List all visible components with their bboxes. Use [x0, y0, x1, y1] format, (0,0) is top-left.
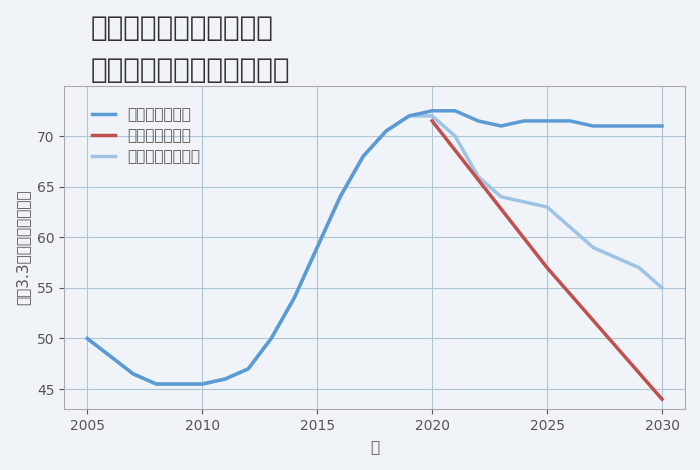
グッドシナリオ	[520, 118, 528, 124]
ノーマルシナリオ	[474, 174, 482, 180]
Text: 福岡県太宰府市向佐野の: 福岡県太宰府市向佐野の	[91, 14, 274, 42]
ノーマルシナリオ	[451, 133, 459, 139]
グッドシナリオ	[428, 108, 436, 114]
ノーマルシナリオ	[336, 194, 344, 200]
グッドシナリオ	[267, 336, 275, 341]
グッドシナリオ	[290, 295, 298, 301]
グッドシナリオ	[474, 118, 482, 124]
グッドシナリオ	[359, 154, 368, 159]
ノーマルシナリオ	[221, 376, 230, 382]
ノーマルシナリオ	[290, 295, 298, 301]
ノーマルシナリオ	[83, 336, 92, 341]
グッドシナリオ	[612, 123, 620, 129]
ノーマルシナリオ	[428, 113, 436, 119]
グッドシナリオ	[175, 381, 183, 387]
グッドシナリオ	[336, 194, 344, 200]
グッドシナリオ	[221, 376, 230, 382]
Line: ノーマルシナリオ: ノーマルシナリオ	[88, 116, 662, 384]
ノーマルシナリオ	[198, 381, 206, 387]
Text: 中古マンションの価格推移: 中古マンションの価格推移	[91, 56, 290, 85]
グッドシナリオ	[129, 371, 137, 377]
ノーマルシナリオ	[382, 128, 391, 134]
ノーマルシナリオ	[129, 371, 137, 377]
ノーマルシナリオ	[589, 244, 597, 250]
バッドシナリオ	[428, 118, 436, 124]
バッドシナリオ	[658, 396, 666, 402]
ノーマルシナリオ	[152, 381, 160, 387]
グッドシナリオ	[658, 123, 666, 129]
バッドシナリオ	[543, 265, 552, 270]
ノーマルシナリオ	[635, 265, 643, 270]
ノーマルシナリオ	[175, 381, 183, 387]
ノーマルシナリオ	[359, 154, 368, 159]
グッドシナリオ	[589, 123, 597, 129]
Y-axis label: 平（3.3㎡）単価（万円）: 平（3.3㎡）単価（万円）	[15, 189, 30, 305]
グッドシナリオ	[451, 108, 459, 114]
グッドシナリオ	[382, 128, 391, 134]
ノーマルシナリオ	[405, 113, 413, 119]
グッドシナリオ	[566, 118, 574, 124]
ノーマルシナリオ	[520, 199, 528, 205]
グッドシナリオ	[497, 123, 505, 129]
ノーマルシナリオ	[566, 224, 574, 230]
ノーマルシナリオ	[658, 285, 666, 291]
ノーマルシナリオ	[612, 255, 620, 260]
グッドシナリオ	[405, 113, 413, 119]
Line: グッドシナリオ: グッドシナリオ	[88, 111, 662, 384]
グッドシナリオ	[244, 366, 253, 372]
ノーマルシナリオ	[543, 204, 552, 210]
ノーマルシナリオ	[244, 366, 253, 372]
ノーマルシナリオ	[497, 194, 505, 200]
Legend: グッドシナリオ, バッドシナリオ, ノーマルシナリオ: グッドシナリオ, バッドシナリオ, ノーマルシナリオ	[84, 100, 208, 172]
X-axis label: 年: 年	[370, 440, 379, 455]
グッドシナリオ	[198, 381, 206, 387]
ノーマルシナリオ	[267, 336, 275, 341]
グッドシナリオ	[543, 118, 552, 124]
Line: バッドシナリオ: バッドシナリオ	[432, 121, 662, 399]
グッドシナリオ	[83, 336, 92, 341]
ノーマルシナリオ	[313, 244, 321, 250]
グッドシナリオ	[152, 381, 160, 387]
グッドシナリオ	[313, 244, 321, 250]
グッドシナリオ	[635, 123, 643, 129]
